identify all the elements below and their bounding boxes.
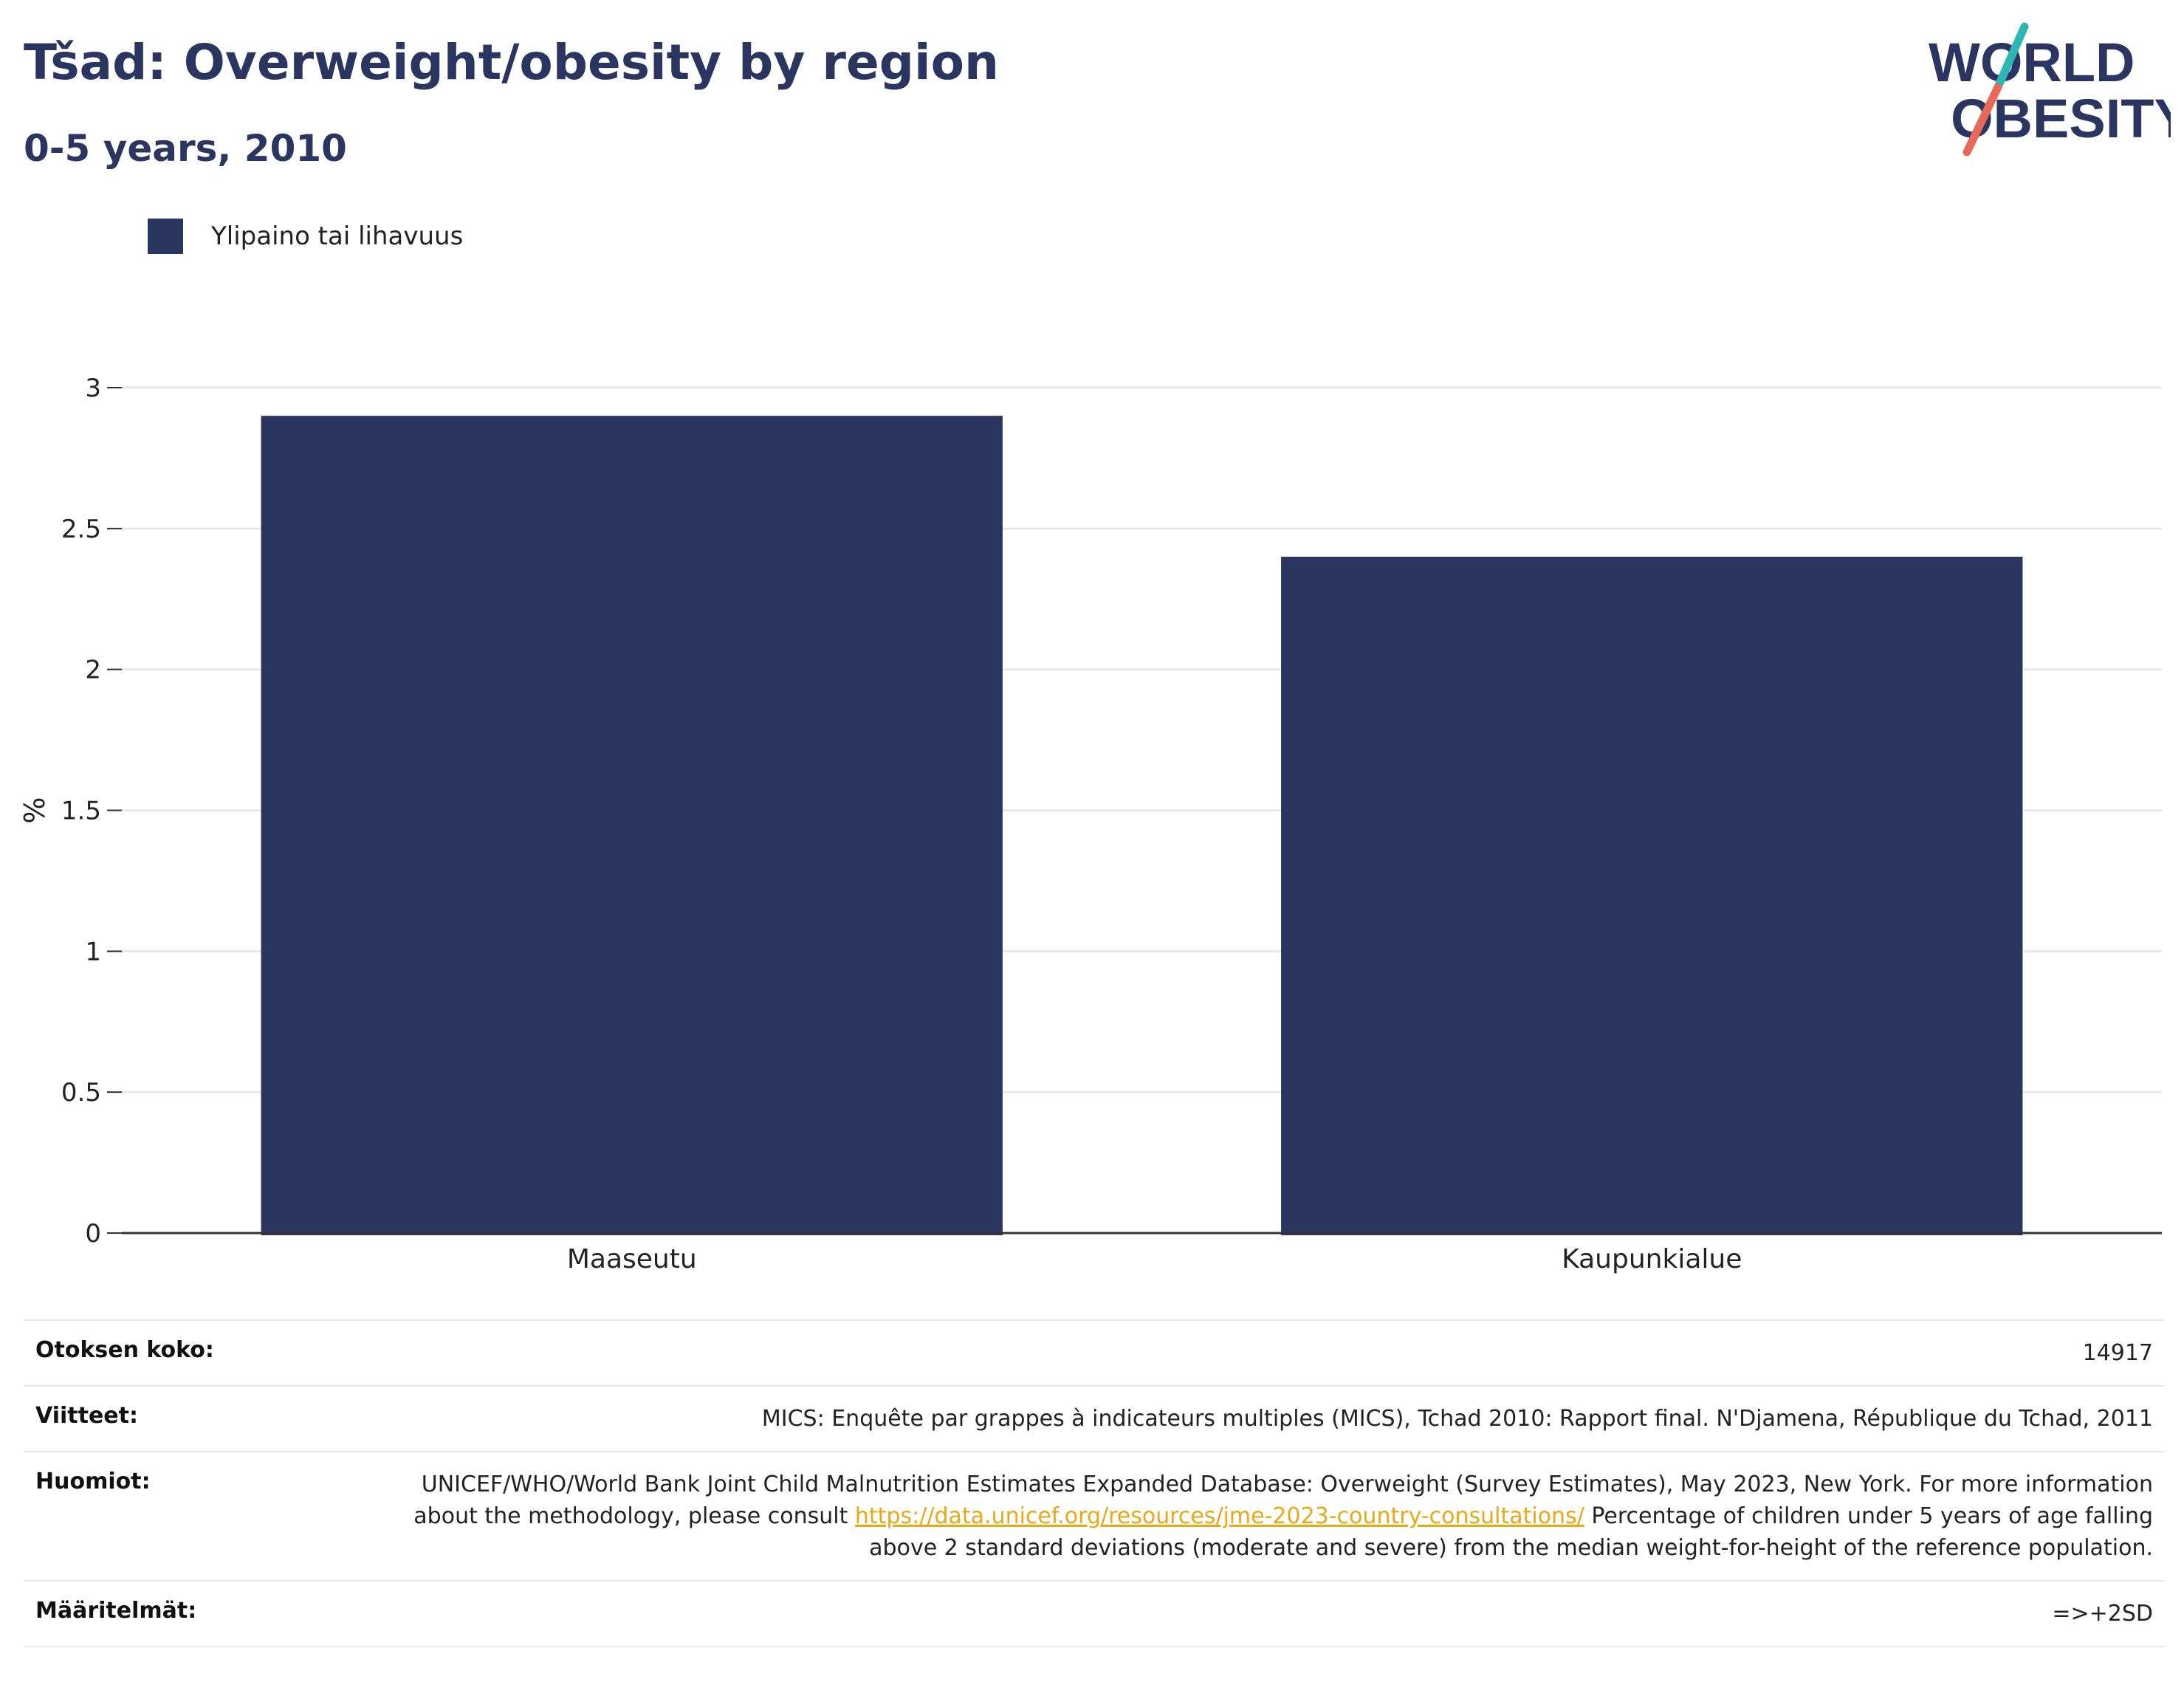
definitions-value: =>+2SD bbox=[2052, 1601, 2153, 1627]
notes-value: UNICEF/WHO/World Bank Joint Child Malnut… bbox=[390, 1469, 2153, 1564]
y-tick-label: 3 bbox=[85, 374, 101, 403]
legend-label: Ylipaino tai lihavuus bbox=[211, 222, 464, 251]
x-tick-label: Maaseutu bbox=[567, 1244, 697, 1274]
chart-subtitle: 0-5 years, 2010 bbox=[24, 127, 347, 170]
notes-link[interactable]: https://data.unicef.org/resources/jme-20… bbox=[854, 1503, 1584, 1529]
info-row-notes: Huomiot: UNICEF/WHO/World Bank Joint Chi… bbox=[24, 1452, 2165, 1582]
info-table: Otoksen koko: 14917 Viitteet: MICS: Enqu… bbox=[24, 1319, 2165, 1647]
info-row-references: Viitteet: MICS: Enquête par grappes à in… bbox=[24, 1387, 2165, 1452]
info-row-sample-size: Otoksen koko: 14917 bbox=[24, 1321, 2165, 1387]
notes-text-before: UNICEF/WHO/World Bank Joint Child Malnut… bbox=[413, 1472, 2153, 1529]
y-tick-label: 2 bbox=[85, 656, 101, 685]
y-tick-label: 2.5 bbox=[61, 515, 101, 544]
notes-label: Huomiot: bbox=[35, 1469, 151, 1494]
y-tick-label: 1.5 bbox=[61, 797, 101, 826]
y-axis-label: % bbox=[18, 797, 51, 823]
notes-text-after: Percentage of children under 5 years of … bbox=[869, 1503, 2153, 1561]
world-obesity-logo: WORLD OBESITY bbox=[1929, 22, 2171, 157]
y-tick-label: 0.5 bbox=[61, 1078, 101, 1108]
sample-size-label: Otoksen koko: bbox=[35, 1337, 214, 1363]
bar-chart: 0 0.5 1 1.5 2 2.5 3 Maaseutu Kaupunkialue% bbox=[18, 374, 2162, 1274]
references-value: MICS: Enquête par grappes à indicateurs … bbox=[761, 1406, 2153, 1432]
bar-kaupunkialue bbox=[1281, 557, 2023, 1235]
legend: Ylipaino tai lihavuus bbox=[148, 219, 463, 254]
legend-swatch bbox=[148, 219, 183, 254]
y-tick-label: 1 bbox=[85, 937, 101, 967]
chart-title: Tšad: Overweight/obesity by region bbox=[24, 34, 999, 91]
info-row-definitions: Määritelmät: =>+2SD bbox=[24, 1582, 2165, 1647]
logo-slash-top bbox=[1994, 22, 2029, 92]
references-label: Viitteet: bbox=[35, 1403, 138, 1429]
sample-size-value: 14917 bbox=[2082, 1340, 2153, 1366]
x-tick-label: Kaupunkialue bbox=[1562, 1244, 1742, 1274]
definitions-label: Määritelmät: bbox=[35, 1598, 197, 1624]
y-tick-label: 0 bbox=[85, 1219, 101, 1249]
bar-maaseutu bbox=[261, 416, 1003, 1235]
logo-word-world: WORLD bbox=[1929, 32, 2135, 93]
logo-slash-bottom bbox=[1962, 83, 2002, 157]
